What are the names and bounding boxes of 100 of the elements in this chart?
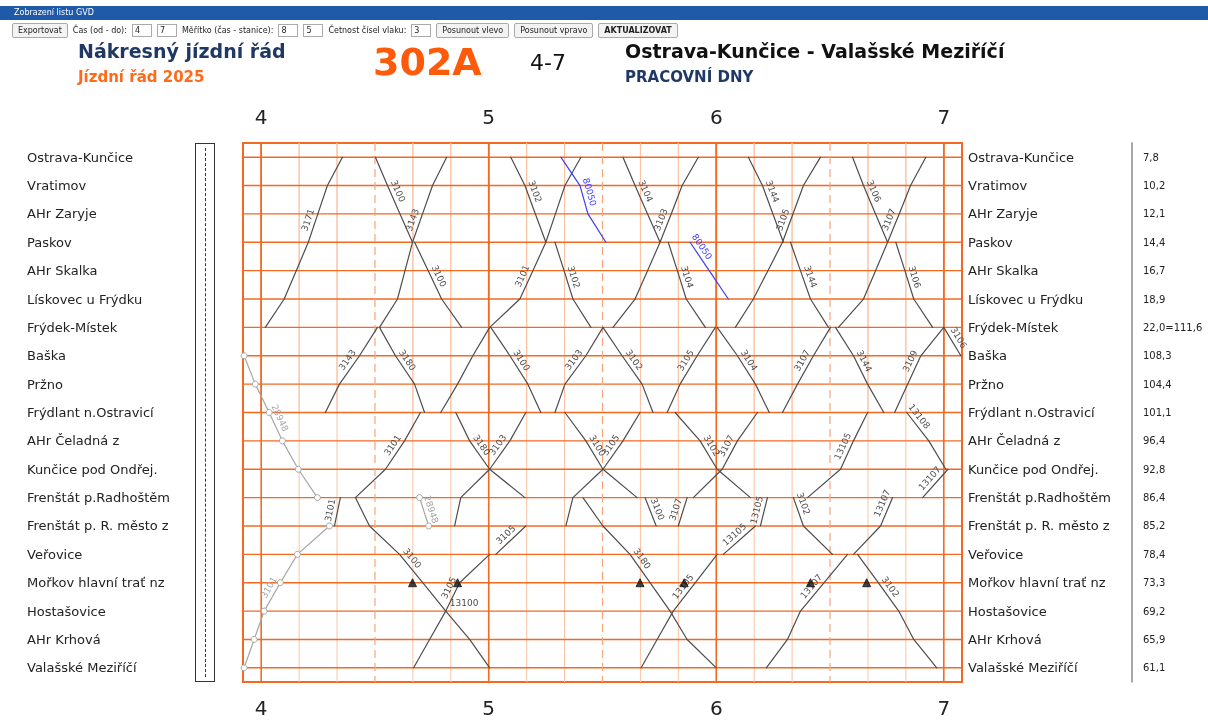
- y-tick-label: Baška: [968, 348, 1007, 364]
- y2-tick-label: 92,8: [1143, 463, 1166, 475]
- text: 3106: [906, 264, 923, 290]
- category-label: AHr Zaryje: [27, 206, 97, 222]
- text: 3102: [565, 264, 583, 290]
- y2-tick-label: 108,3: [1143, 350, 1172, 362]
- text: Četnost čísel vlaku:: [328, 26, 407, 35]
- y2-tick-label: 18,9: [1143, 293, 1166, 305]
- y2-tick-label: 78,4: [1143, 548, 1166, 560]
- text: 3100: [429, 263, 449, 289]
- y-tick-label: Hostašovice: [968, 603, 1047, 619]
- annotation: 13100: [449, 597, 479, 608]
- x-tick-label: 6: [709, 696, 723, 720]
- y-tick-label: AHr Skalka: [968, 263, 1039, 279]
- y-tick-label: Frenštát p. R. město z: [968, 518, 1110, 534]
- x2-tick-label: 6: [709, 105, 723, 129]
- category-label: Kunčice pod Ondřej.: [27, 461, 158, 477]
- text: 8: [278, 24, 299, 37]
- category-label: Baška: [27, 348, 66, 364]
- text: 28948: [422, 494, 441, 525]
- text: Zobrazení listu GVD: [0, 6, 1208, 20]
- text: 3143: [403, 207, 421, 233]
- text: 3104: [636, 178, 655, 204]
- y-tick-label: Frenštát p.Radhoštěm: [968, 490, 1111, 506]
- text: 3101: [322, 498, 338, 523]
- text: 3107: [879, 207, 898, 233]
- category-label: Vratimov: [27, 178, 87, 194]
- y2-tick-label: 65,9: [1143, 633, 1166, 645]
- text: 5: [303, 24, 324, 37]
- category-label: AHr Čeladná z: [27, 433, 120, 449]
- text: 4: [131, 24, 152, 37]
- category-label: Frýdlant n.Ostravicí: [27, 405, 154, 420]
- y2-tick-label: 69,2: [1143, 605, 1166, 617]
- y-tick-label: Valašské Meziříčí: [968, 660, 1078, 676]
- y2-tick-label: 85,2: [1143, 520, 1166, 532]
- y-tick-label: Pržno: [968, 376, 1005, 392]
- text: 302A: [373, 40, 482, 84]
- text: 13105: [748, 494, 765, 526]
- y-tick-label: Vratimov: [968, 178, 1028, 194]
- y-tick-label: Kunčice pod Ondřej.: [968, 461, 1099, 477]
- y2-tick-label: 14,4: [1143, 236, 1166, 248]
- y-tick-label: Ostrava-Kunčice: [968, 149, 1075, 165]
- y2-tick-label: 12,1: [1143, 208, 1166, 220]
- y-tick-label: Paskov: [968, 234, 1014, 250]
- category-label: AHr Skalka: [27, 263, 98, 279]
- text: Ostrava-Kunčice - Valašské Meziříčí: [625, 40, 1005, 62]
- text: 3106: [864, 178, 884, 204]
- y-tick-label: Lískovec u Frýdku: [968, 291, 1084, 307]
- text: 3102: [794, 491, 812, 517]
- y-tick-label: AHr Zaryje: [968, 206, 1038, 222]
- category-label: Hostašovice: [27, 603, 106, 619]
- text: 7: [156, 24, 177, 37]
- text: 3100: [648, 496, 667, 522]
- y-tick-label: Frýdek-Místek: [968, 319, 1059, 335]
- category-label: AHr Krhová: [27, 631, 101, 647]
- text: 3171: [299, 207, 317, 233]
- text: 3101: [512, 263, 532, 289]
- text: Měřítko (čas - stanice):: [181, 26, 274, 35]
- y-tick-label: Frýdlant n.Ostravicí: [968, 405, 1096, 420]
- y-tick-label: AHr Čeladná z: [968, 433, 1061, 449]
- y2-tick-label: 101,1: [1143, 407, 1172, 418]
- y2-tick-label: 7,8: [1143, 151, 1159, 163]
- category-label: Frenštát p. R. město z: [27, 518, 169, 534]
- y-tick-label: AHr Krhová: [968, 631, 1042, 647]
- text: 3144: [763, 179, 782, 205]
- text: PRACOVNÍ DNY: [625, 68, 754, 86]
- text: 3109: [900, 348, 920, 374]
- x-tick-label: 7: [937, 696, 951, 720]
- text: Čas (od - do):: [72, 26, 127, 35]
- text: 3144: [802, 264, 820, 290]
- y-tick-label: Mořkov hlavní trať nz: [968, 575, 1106, 591]
- y2-tick-label: 61,1: [1143, 662, 1166, 674]
- y2-tick-label: 86,4: [1143, 492, 1166, 504]
- text: 3105: [774, 207, 792, 233]
- text: 3100: [388, 178, 408, 204]
- text: AKTUALIZOVAT: [598, 23, 678, 38]
- category-label: Lískovec u Frýdku: [27, 291, 143, 307]
- y2-tick-label: 73,3: [1143, 577, 1166, 589]
- x2-tick-label: 7: [937, 105, 951, 129]
- text: 13107: [871, 488, 893, 519]
- text: 3: [411, 24, 432, 37]
- text: 80050: [580, 176, 599, 208]
- category-label: Ostrava-Kunčice: [27, 149, 134, 165]
- y2-tick-label: 10,2: [1143, 180, 1166, 192]
- category-label: Pržno: [27, 376, 63, 392]
- category-label: Paskov: [27, 234, 72, 250]
- category-label: Valašské Meziříčí: [27, 660, 137, 676]
- text: 3104: [678, 264, 696, 290]
- y2-tick-label: 16,7: [1143, 265, 1166, 277]
- text: 3102: [526, 179, 544, 204]
- x-tick-label: 4: [254, 696, 268, 720]
- x2-tick-label: 5: [482, 105, 496, 129]
- text: 4-7: [530, 50, 566, 75]
- chart-subtitle: Jízdní řád 2025: [78, 68, 205, 86]
- text: 3103: [652, 207, 670, 233]
- category-label: Frenštát p.Radhoštěm: [27, 490, 170, 506]
- category-label: Mořkov hlavní trať nz: [27, 575, 165, 591]
- category-label: Veřovice: [27, 546, 83, 562]
- text: 3144: [854, 348, 875, 374]
- y2-tick-label: 22,0=111,6: [1143, 321, 1203, 333]
